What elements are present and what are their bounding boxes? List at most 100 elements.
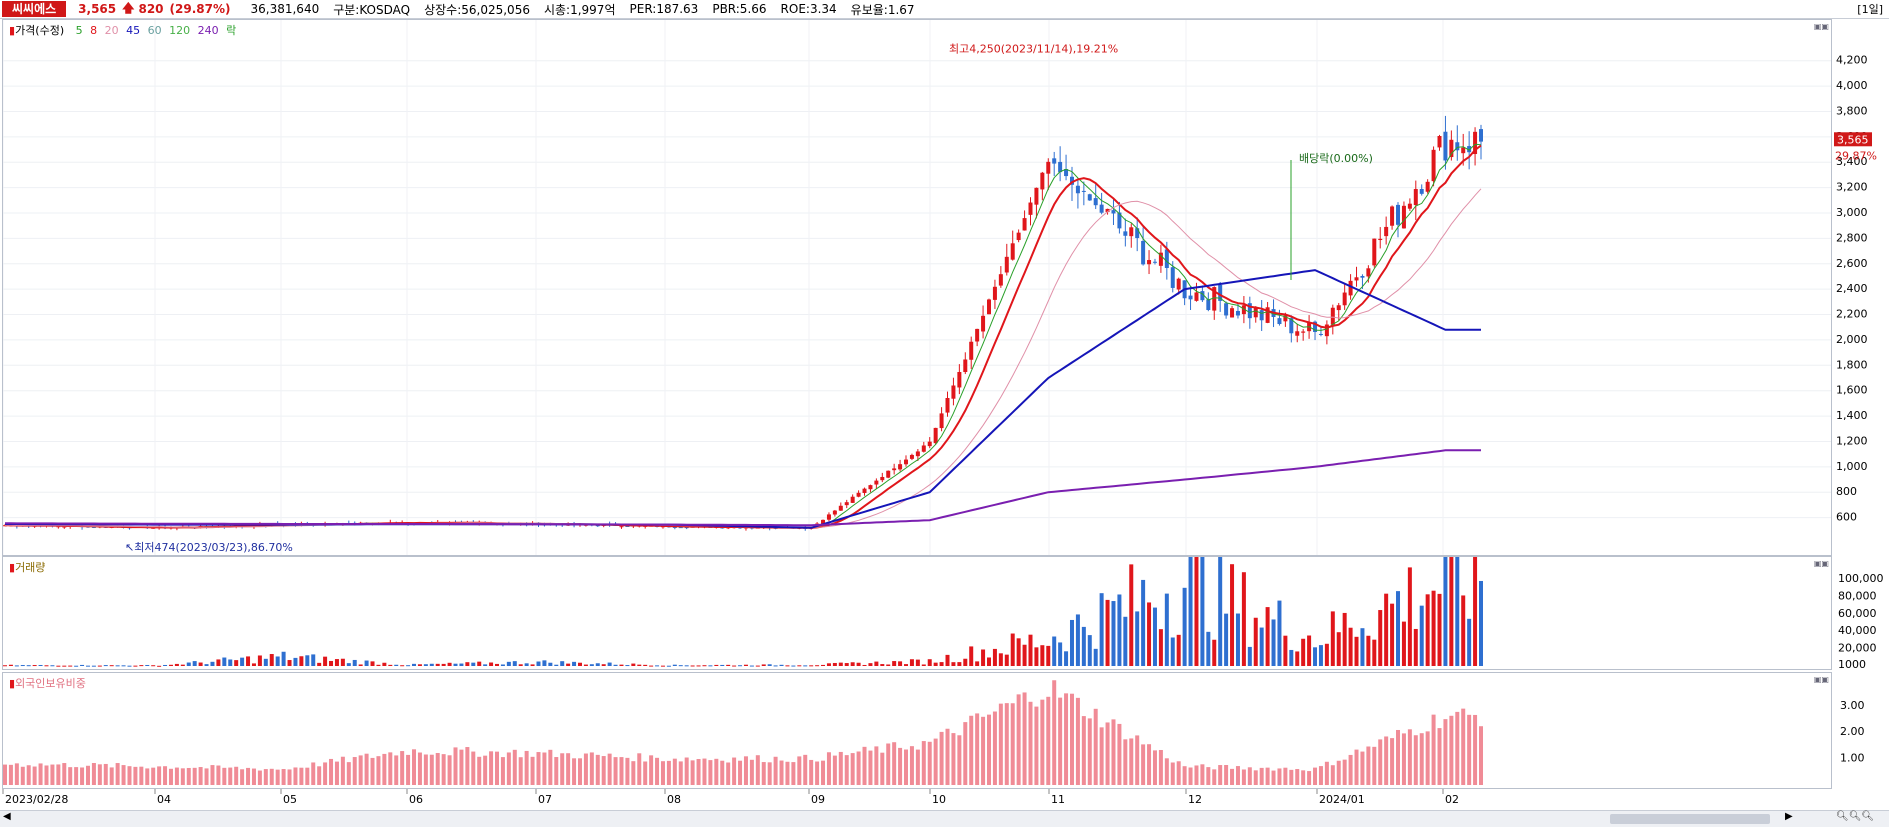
volume-bar xyxy=(163,664,168,666)
foreign-bar xyxy=(299,767,304,785)
foreign-bar xyxy=(14,763,19,785)
foreign-bar xyxy=(1028,701,1033,785)
panel-close-icon[interactable]: ▣▣ xyxy=(1813,22,1829,31)
foreign-bar xyxy=(115,763,120,785)
foreign-bar xyxy=(50,764,55,785)
x-tick-label: 2024/01 xyxy=(1319,793,1365,806)
y-tick-label: 1.00 xyxy=(1840,752,1865,765)
candle-body xyxy=(1259,310,1264,321)
candle-body xyxy=(921,445,926,452)
volume-bar xyxy=(251,663,256,666)
volume-bar xyxy=(832,662,837,666)
foreign-bar xyxy=(246,767,251,785)
stock-name[interactable]: 씨씨에스 xyxy=(2,1,67,17)
candle-body xyxy=(1360,275,1365,278)
legend-ma240[interactable]: 240 xyxy=(197,24,219,37)
volume-bar xyxy=(826,663,831,666)
volume-bar xyxy=(1111,601,1116,666)
scroll-right-icon[interactable]: ▶ xyxy=(1785,811,1793,822)
candle-body xyxy=(1188,295,1193,300)
foreign-bar xyxy=(898,747,903,785)
foreign-bar xyxy=(1022,692,1027,785)
scrollbar[interactable]: ◀ ▶ 🔍︎🔍︎🔍︎ xyxy=(0,810,1889,827)
volume-bar xyxy=(560,661,565,666)
volume-bar xyxy=(1461,595,1466,666)
volume-title: ▮거래량 xyxy=(9,561,46,574)
volume-bar xyxy=(471,662,476,666)
legend-price[interactable]: ▮가격(수정) xyxy=(9,24,65,37)
volume-bar xyxy=(921,664,926,666)
foreign-bar xyxy=(240,769,245,785)
legend-ma8[interactable]: 8 xyxy=(90,24,98,37)
volume-bar xyxy=(340,658,345,666)
zoom-icon[interactable]: 🔍︎🔍︎🔍︎ xyxy=(1836,811,1875,822)
volume-bar xyxy=(495,663,499,666)
y-tick-label: 40,000 xyxy=(1838,624,1877,637)
y-tick-label: 1,800 xyxy=(1836,358,1868,371)
candle-body xyxy=(1170,267,1175,288)
volume-bar xyxy=(447,662,452,666)
candle-body xyxy=(1342,292,1347,306)
price-panel[interactable]: ▮가격(수정) 5 8 20 45 60 120 240 락 ▣▣ 최고4,25… xyxy=(2,19,1832,556)
foreign-bar xyxy=(1336,760,1341,785)
legend-drop[interactable]: 락 xyxy=(226,24,237,37)
legend-ma20[interactable]: 20 xyxy=(104,24,119,37)
foreign-bar xyxy=(785,761,790,785)
panel-close-icon[interactable]: ▣▣ xyxy=(1813,559,1829,568)
foreign-bar xyxy=(163,766,168,785)
volume-bar xyxy=(1182,587,1187,666)
foreign-bar xyxy=(1461,708,1466,785)
price-change: 820 xyxy=(138,2,164,16)
foreign-bar xyxy=(1401,733,1406,785)
foreign-bar xyxy=(453,747,458,785)
volume-bar xyxy=(649,665,654,667)
foreign-bar xyxy=(495,751,499,785)
volume-bar xyxy=(8,664,13,666)
volume-bar xyxy=(44,665,49,667)
foreign-bar xyxy=(234,766,239,785)
volume-bar xyxy=(1230,564,1235,666)
foreign-bar xyxy=(957,735,962,785)
stock-info-bar: 씨씨에스 3,565 🡅 820 (29.87%) 36,381,640 구분:… xyxy=(0,0,1889,19)
volume-bar xyxy=(844,663,849,666)
candle-body xyxy=(1390,206,1395,226)
foreign-bar xyxy=(625,757,630,785)
foreign-bar xyxy=(613,757,618,785)
foreign-bar xyxy=(1235,766,1240,785)
foreign-bar xyxy=(500,757,505,785)
legend-ma45[interactable]: 45 xyxy=(126,24,141,37)
volume-bar xyxy=(275,656,280,666)
foreign-panel[interactable]: ▮외국인보유비중 ▣▣ xyxy=(2,672,1832,789)
period-selector[interactable]: [1일] xyxy=(1857,3,1883,16)
volume-panel[interactable]: ▮거래량 ▣▣ xyxy=(2,523,1832,670)
volume-bar xyxy=(1407,567,1412,666)
foreign-bar xyxy=(85,765,90,785)
price-change-pct: (29.87%) xyxy=(169,2,231,16)
volume-bar xyxy=(1064,651,1069,666)
foreign-bar xyxy=(441,754,446,785)
volume-bar xyxy=(180,664,185,666)
y-tick-label: 20,000 xyxy=(1838,642,1877,655)
volume-bar xyxy=(394,664,399,666)
foreign-bar xyxy=(1069,693,1074,785)
volume-bar xyxy=(572,661,577,666)
scroll-thumb[interactable] xyxy=(1610,814,1770,824)
panel-close-icon[interactable]: ▣▣ xyxy=(1813,675,1829,684)
volume-bar xyxy=(939,662,944,666)
foreign-bar xyxy=(850,753,855,785)
volume-bar xyxy=(1313,647,1318,666)
foreign-bar xyxy=(749,759,754,785)
foreign-bar xyxy=(447,755,452,785)
y-tick-label: 2,200 xyxy=(1836,308,1868,321)
foreign-bar xyxy=(862,746,867,785)
candle-body xyxy=(1443,131,1448,161)
candle-body xyxy=(945,397,950,413)
legend-ma60[interactable]: 60 xyxy=(147,24,162,37)
scroll-left-icon[interactable]: ◀ xyxy=(3,811,11,822)
volume-bar xyxy=(1010,633,1015,666)
legend-ma5[interactable]: 5 xyxy=(75,24,83,37)
x-tick-label: 02 xyxy=(1445,793,1459,806)
foreign-bar xyxy=(370,757,375,785)
legend-ma120[interactable]: 120 xyxy=(169,24,191,37)
foreign-bar xyxy=(951,733,956,785)
